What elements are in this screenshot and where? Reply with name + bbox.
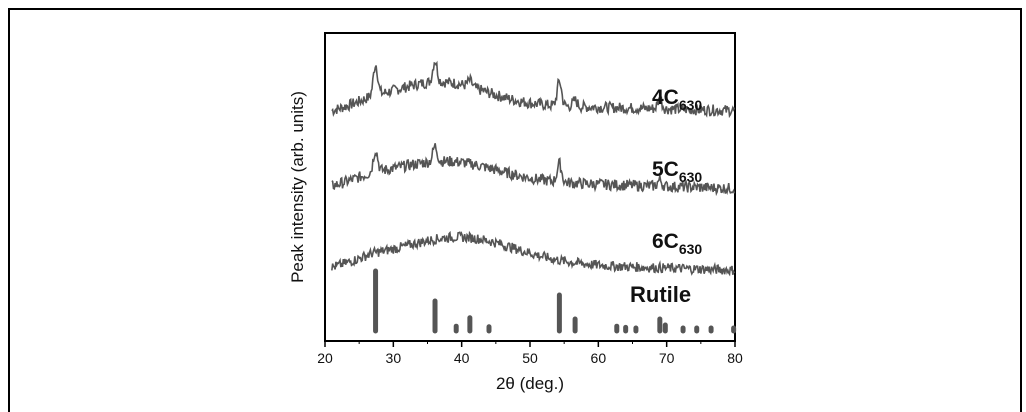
reference-label: Rutile: [630, 282, 691, 307]
y-axis-title: Peak intensity (arb. units): [288, 91, 307, 283]
series-labels: 4C630 5C630 6C630 Rutile: [630, 86, 702, 307]
x-axis-title: 2θ (deg.): [496, 374, 564, 393]
x-tick-label: 50: [522, 350, 538, 366]
x-tick-label: 20: [317, 350, 333, 366]
series-line-6c: [331, 230, 736, 277]
series-label-6c: 6C630: [652, 230, 702, 257]
x-tick-label: 40: [454, 350, 470, 366]
x-tick-label: 70: [659, 350, 675, 366]
series-layer: [331, 60, 736, 277]
series-label-4c: 4C630: [652, 86, 702, 113]
series-line-5c: [331, 143, 736, 197]
x-axis: 20 30 40 50 60 70 80: [317, 341, 743, 366]
reference-layer: [373, 268, 737, 334]
x-tick-label: 30: [386, 350, 402, 366]
series-line-4c: [331, 60, 736, 119]
figure-frame: [8, 8, 1022, 412]
x-tick-label: 60: [591, 350, 607, 366]
x-tick-label: 80: [727, 350, 743, 366]
series-label-5c: 5C630: [652, 158, 702, 185]
